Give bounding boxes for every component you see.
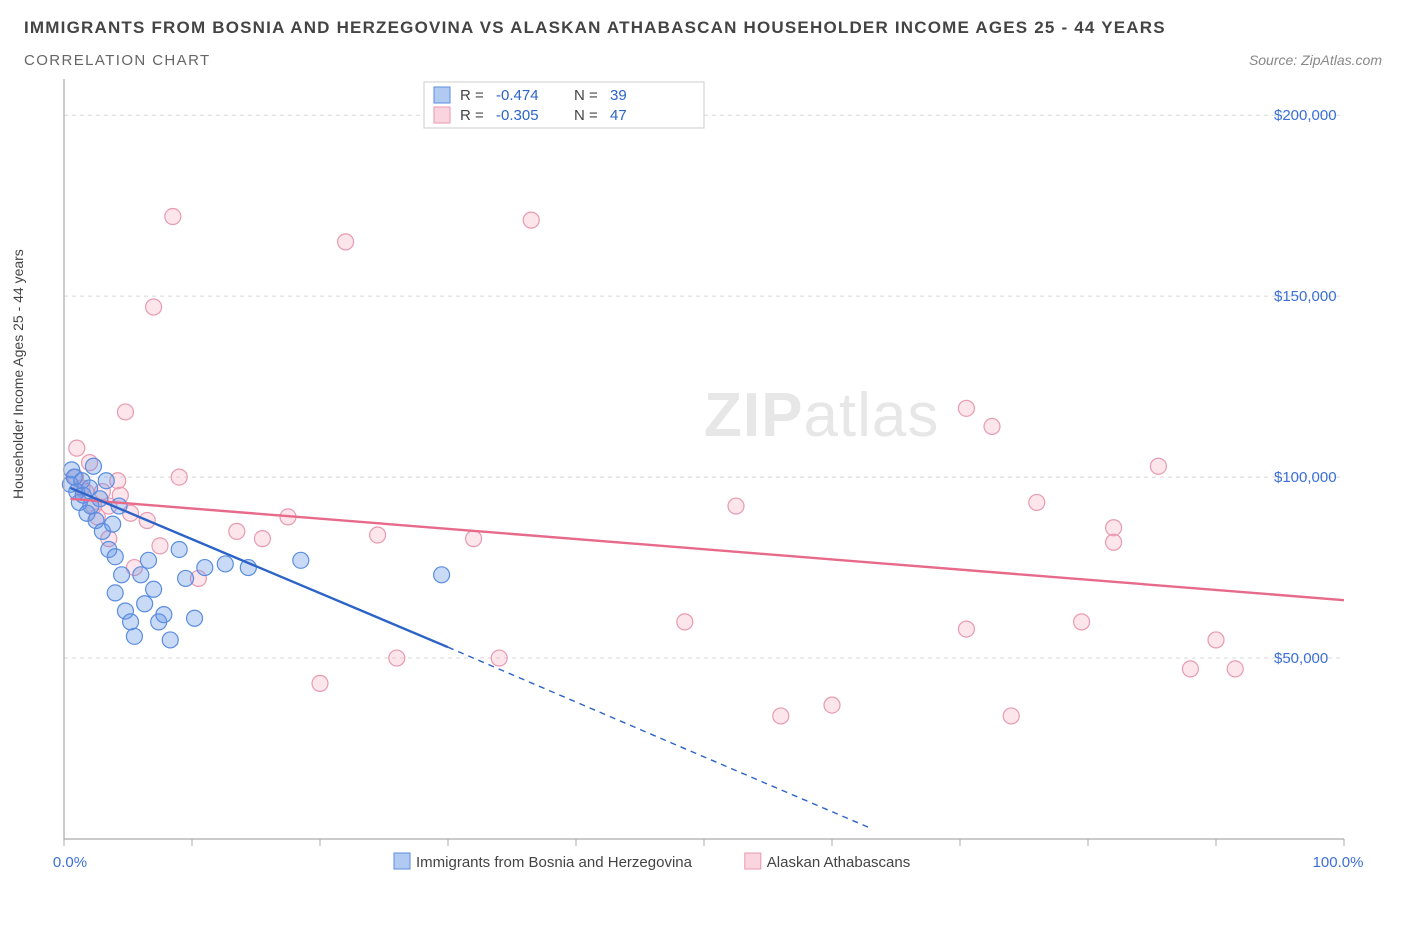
y-tick-label: $100,000 <box>1274 469 1337 486</box>
dot-bosnia <box>123 614 139 630</box>
page-subtitle: CORRELATION CHART <box>24 52 211 69</box>
dot-athabascan <box>165 209 181 225</box>
stats-n-value: 39 <box>610 87 627 104</box>
dot-bosnia <box>107 549 123 565</box>
trendline-bosnia-extrapolated <box>448 647 870 828</box>
dot-athabascan <box>152 538 168 554</box>
dot-bosnia <box>217 556 233 572</box>
dot-athabascan <box>146 299 162 315</box>
dot-athabascan <box>1208 632 1224 648</box>
y-axis-label: Householder Income Ages 25 - 44 years <box>10 249 26 499</box>
dot-athabascan <box>229 523 245 539</box>
stats-n-label: N = <box>574 87 598 104</box>
dot-athabascan <box>728 498 744 514</box>
dot-bosnia <box>133 567 149 583</box>
dot-athabascan <box>1029 494 1045 510</box>
stats-n-label: N = <box>574 107 598 124</box>
dot-athabascan <box>254 531 270 547</box>
dot-athabascan <box>389 650 405 666</box>
dot-athabascan <box>958 400 974 416</box>
dot-bosnia <box>178 570 194 586</box>
legend-swatch <box>394 853 410 869</box>
dot-athabascan <box>1074 614 1090 630</box>
stats-r-label: R = <box>460 87 484 104</box>
dot-athabascan <box>370 527 386 543</box>
stats-swatch <box>434 107 450 123</box>
dot-bosnia <box>171 541 187 557</box>
dot-bosnia <box>293 552 309 568</box>
dot-athabascan <box>338 234 354 250</box>
x-tick-label-left: 0.0% <box>53 854 87 871</box>
dot-bosnia <box>434 567 450 583</box>
dot-athabascan <box>1182 661 1198 677</box>
stats-r-value: -0.305 <box>496 107 539 124</box>
source-credit: Source: ZipAtlas.com <box>1249 52 1382 68</box>
correlation-chart: Householder Income Ages 25 - 44 years $5… <box>24 79 1382 899</box>
dot-athabascan <box>491 650 507 666</box>
y-tick-label: $150,000 <box>1274 288 1337 305</box>
dot-athabascan <box>677 614 693 630</box>
chart-svg: $50,000 $100,000 $150,000 $200,000 ZIPatlas 0… <box>24 79 1382 899</box>
page-title: IMMIGRANTS FROM BOSNIA AND HERZEGOVINA V… <box>24 18 1382 38</box>
dot-athabascan <box>958 621 974 637</box>
dot-bosnia <box>137 596 153 612</box>
stats-n-value: 47 <box>610 107 627 124</box>
stats-r-value: -0.474 <box>496 87 539 104</box>
dot-athabascan <box>1150 458 1166 474</box>
dot-athabascan <box>171 469 187 485</box>
dot-athabascan <box>773 708 789 724</box>
dot-bosnia <box>197 560 213 576</box>
dot-athabascan <box>117 404 133 420</box>
dot-bosnia <box>105 516 121 532</box>
legend-swatch <box>745 853 761 869</box>
dot-athabascan <box>1106 520 1122 536</box>
dot-bosnia <box>85 458 101 474</box>
dot-bosnia <box>187 610 203 626</box>
x-tick-label-right: 100.0% <box>1313 854 1364 871</box>
dot-athabascan <box>466 531 482 547</box>
trendline-athabascan <box>70 499 1344 600</box>
dot-athabascan <box>824 697 840 713</box>
dot-athabascan <box>984 418 1000 434</box>
stats-r-label: R = <box>460 107 484 124</box>
watermark: ZIPatlas <box>704 381 939 450</box>
legend-label: Immigrants from Bosnia and Herzegovina <box>416 854 693 871</box>
dot-athabascan <box>1003 708 1019 724</box>
y-tick-label: $50,000 <box>1274 650 1328 667</box>
dot-athabascan <box>69 440 85 456</box>
dot-athabascan <box>1106 534 1122 550</box>
dot-bosnia <box>107 585 123 601</box>
dot-bosnia <box>114 567 130 583</box>
dot-bosnia <box>98 473 114 489</box>
dot-bosnia <box>162 632 178 648</box>
y-tick-label: $200,000 <box>1274 107 1337 124</box>
dot-bosnia <box>126 628 142 644</box>
dot-athabascan <box>523 212 539 228</box>
legend-label: Alaskan Athabascans <box>767 854 910 871</box>
dot-athabascan <box>312 675 328 691</box>
dot-bosnia <box>156 607 172 623</box>
dot-bosnia <box>146 581 162 597</box>
stats-swatch <box>434 87 450 103</box>
dot-bosnia <box>140 552 156 568</box>
dot-athabascan <box>1227 661 1243 677</box>
